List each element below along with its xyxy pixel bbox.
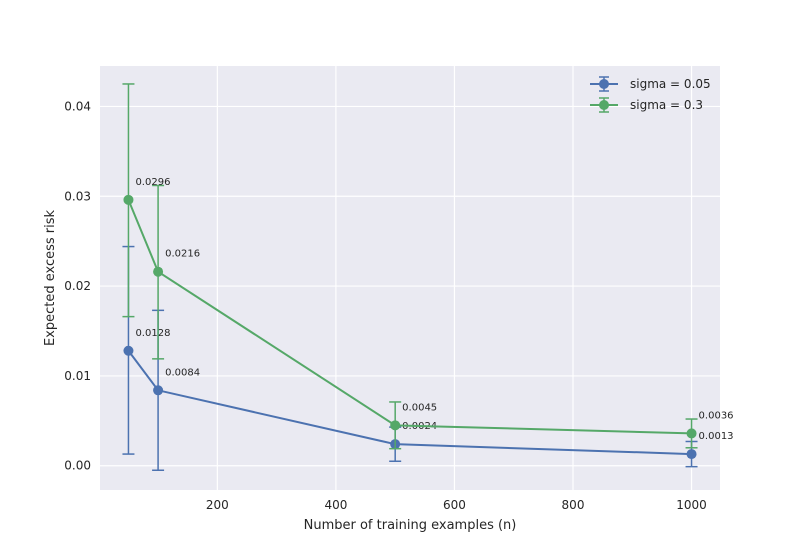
series-line — [127, 350, 692, 456]
series-line — [127, 199, 692, 435]
y-tick-label: 0.01 — [64, 369, 91, 383]
data-point — [123, 194, 134, 205]
y-tick-label: 0.03 — [64, 189, 91, 203]
x-tick-label: 400 — [324, 498, 347, 512]
legend-label: sigma = 0.3 — [630, 98, 703, 112]
data-label: 0.0084 — [165, 367, 200, 378]
data-point — [686, 428, 697, 439]
x-axis-label: Number of training examples (n) — [304, 518, 517, 533]
data-label: 0.0045 — [402, 402, 437, 413]
data-point — [686, 449, 697, 460]
x-tick-label: 200 — [206, 498, 229, 512]
data-point — [123, 345, 134, 356]
legend-marker — [599, 79, 609, 89]
legend-label: sigma = 0.05 — [630, 77, 711, 91]
x-tick-label: 800 — [562, 498, 585, 512]
y-axis-label: Expected excess risk — [43, 209, 58, 346]
data-label: 0.0036 — [699, 410, 734, 421]
plot-background — [100, 66, 720, 490]
data-point — [153, 385, 164, 396]
series-2: 0.0296 0.0216 0.0045 0.0036 — [122, 83, 734, 450]
data-label: 0.0216 — [165, 249, 200, 260]
y-tick-label: 0.02 — [64, 279, 91, 293]
legend-item-1: sigma = 0.05 — [590, 76, 711, 92]
data-point — [153, 266, 164, 277]
y-tick-label: 0.04 — [64, 99, 91, 113]
data-point — [390, 420, 401, 431]
x-tick-label: 600 — [443, 498, 466, 512]
legend-item-2: sigma = 0.3 — [590, 97, 703, 113]
legend: sigma = 0.05 sigma = 0.3 — [590, 76, 711, 113]
grid — [100, 66, 720, 490]
y-tick-label: 0.00 — [64, 459, 91, 473]
data-label: 0.0296 — [135, 177, 170, 188]
ticks: 200 400 600 800 1000 0.00 0.01 0.02 0.03 0.04 — [64, 99, 707, 512]
data-label: 0.0128 — [135, 328, 170, 339]
series-layer: 0.01280.00840.00240.00130.02960.02160.00… — [122, 83, 734, 471]
x-tick-label: 1000 — [676, 498, 707, 512]
data-label: 0.0013 — [699, 431, 734, 442]
legend-marker — [599, 100, 609, 110]
